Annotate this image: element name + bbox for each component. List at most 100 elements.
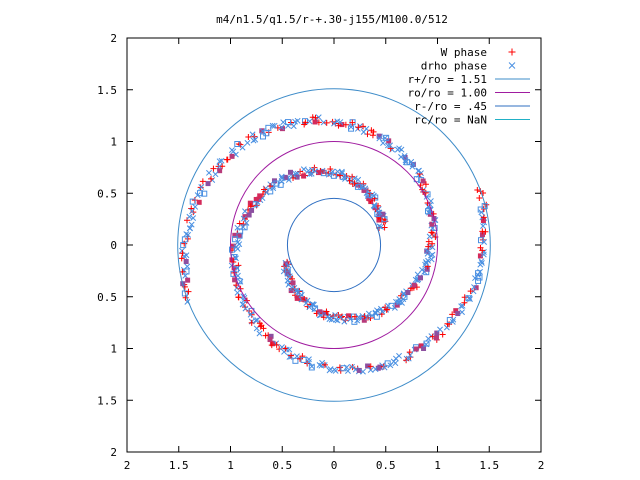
drho-phase-point	[372, 366, 379, 373]
y-tick-label: 2	[110, 32, 117, 45]
drho-phase-point	[247, 311, 254, 318]
w-phase-point	[455, 311, 461, 317]
drho-phase-point	[398, 153, 404, 160]
drho-phase-point	[318, 362, 325, 369]
w-phase-point	[312, 119, 318, 125]
drho-phase-point	[278, 173, 285, 180]
w-phase-point	[257, 193, 263, 199]
drho-phase-point	[254, 317, 261, 324]
drho-phase-point	[232, 236, 239, 243]
drho-phase-point	[450, 316, 457, 323]
drho-phase-point	[376, 135, 383, 142]
w-phase-point	[294, 174, 300, 180]
w-phase-point	[339, 122, 345, 128]
w-phase-point	[477, 253, 483, 259]
drho-phase-point	[429, 251, 436, 258]
legend-marker-cross	[508, 62, 516, 69]
legend-label: ro/ro = 1.00	[408, 87, 487, 100]
w-phase-point	[434, 330, 440, 336]
w-phase-point	[330, 313, 337, 320]
drho-phase-point	[355, 176, 362, 183]
drho-phase-point	[475, 270, 482, 277]
w-phase-point	[336, 364, 343, 371]
w-phase-point	[365, 363, 371, 369]
w-phase-point	[184, 217, 191, 224]
w-phase-point	[406, 349, 413, 356]
w-phase-point	[477, 244, 484, 251]
w-phase-point	[323, 308, 330, 315]
w-phase-point	[367, 315, 374, 322]
drho-phase-point	[443, 324, 450, 331]
w-phase-point	[482, 228, 489, 235]
drho-phase-point	[263, 189, 270, 196]
drho-phase-point	[252, 136, 259, 143]
axis-ticks: 2 1.5 1 0.5 0 0.5 1 1.5 221.510.500.511.52	[97, 32, 544, 472]
w-phase-point	[356, 182, 362, 188]
x-tick-label: 0.5	[376, 459, 396, 472]
drho-phase-point	[180, 242, 187, 249]
w-phase-point	[282, 174, 288, 180]
drho-phase-point	[294, 289, 301, 296]
x-tick-label: 2	[538, 459, 545, 472]
drho-phase-point	[354, 183, 361, 190]
legend-label: rc/ro = NaN	[414, 114, 487, 127]
w-phase-point	[355, 124, 362, 131]
drho-phase-point	[437, 326, 443, 333]
legend-label: drho phase	[421, 60, 487, 73]
y-tick-label: 1.5	[97, 84, 117, 97]
w-phase-point	[480, 214, 487, 221]
y-tick-label: 1	[110, 136, 117, 149]
w-phase-point	[425, 243, 432, 250]
drho-phase-point	[402, 159, 409, 166]
w-phase-point	[205, 181, 211, 187]
drho-phase-point	[285, 119, 292, 126]
drho-phase-point	[280, 119, 287, 126]
w-phase-point	[467, 288, 474, 295]
drho-phase-point	[320, 119, 327, 126]
w-phase-point	[342, 121, 349, 128]
w-phase-point	[245, 133, 252, 140]
y-tick-label: 1.5	[97, 394, 117, 407]
drho-phase-point	[212, 171, 219, 178]
drho-phase-point	[424, 191, 431, 198]
w-phase-point	[361, 317, 367, 323]
w-phase-point	[316, 170, 322, 176]
drho-phase-point	[425, 257, 432, 264]
drho-phase-point	[478, 259, 485, 266]
drho-phase-point	[283, 346, 290, 353]
drho-phase-point	[405, 355, 412, 362]
drho-phase-point	[188, 221, 195, 228]
w-phase-point	[273, 341, 280, 348]
w-phase-point	[301, 173, 307, 179]
circle-ro-ro	[230, 141, 438, 349]
w-phase-point	[237, 232, 243, 238]
drho-phase-point	[332, 312, 339, 318]
w-phase-point	[360, 123, 367, 130]
w-phase-point	[323, 119, 330, 126]
drho-phase-point	[234, 265, 241, 272]
y-tick-label: 0.5	[97, 187, 117, 200]
w-phase-point	[474, 187, 481, 194]
w-phase-point	[380, 211, 386, 217]
y-tick-label: 0	[110, 239, 117, 252]
drho-phase-point	[333, 316, 339, 323]
drho-phase-point	[402, 157, 409, 164]
w-phase-point	[230, 243, 236, 249]
x-tick-label: 0	[331, 459, 338, 472]
circle-r-ro	[177, 88, 491, 402]
w-phase-point	[247, 200, 253, 206]
drho-phase-point	[401, 152, 408, 159]
drho-phase-point	[234, 245, 241, 252]
w-phase-point	[349, 180, 356, 187]
drho-phase-point	[396, 352, 402, 359]
drho-phase-point	[286, 346, 293, 353]
y-tick-label: 0.5	[97, 291, 117, 304]
circle-r-ro	[286, 197, 382, 293]
drho-phase-point	[234, 141, 241, 148]
w-phase-point	[208, 175, 215, 182]
w-phase-point	[361, 187, 367, 193]
w-phase-point	[181, 240, 188, 247]
w-phase-point	[349, 119, 356, 126]
